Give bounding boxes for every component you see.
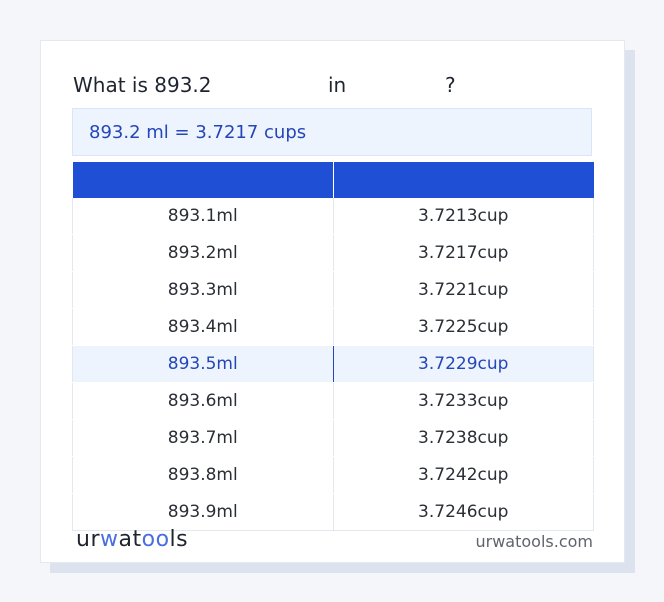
cup-cell: 3.7246cup xyxy=(332,493,594,531)
ml-cell: 893.6ml xyxy=(72,382,334,420)
table-header xyxy=(72,162,594,198)
site-url[interactable]: urwatools.com xyxy=(475,532,594,551)
cup-cell: 3.7221cup xyxy=(332,271,594,309)
ml-cell: 893.3ml xyxy=(72,271,334,309)
page-title: What is 893.2 in ? xyxy=(73,73,456,193)
title-in: in xyxy=(328,73,347,97)
table-row: 893.9ml 3.7246cup xyxy=(72,493,594,531)
urwatools-logo[interactable]: urwatools xyxy=(76,527,189,552)
header-ml xyxy=(72,162,334,198)
ml-cell: 893.1ml xyxy=(72,198,334,235)
table-row: 893.5ml 3.7229cup xyxy=(72,345,594,383)
ml-cell: 893.4ml xyxy=(72,308,334,346)
cup-cell: 3.7217cup xyxy=(332,234,594,272)
ml-cell: 893.7ml xyxy=(72,419,334,457)
table-row: 893.8ml 3.7242cup xyxy=(72,456,594,494)
table-row: 893.6ml 3.7233cup xyxy=(72,382,594,420)
cup-cell: 3.7225cup xyxy=(332,308,594,346)
conversion-card: What is 893.2 in ? 893.2 ml = 3.7217 cup… xyxy=(40,40,625,563)
ml-cell: 893.9ml xyxy=(72,493,334,531)
ml-cell: 893.5ml xyxy=(72,345,334,383)
cup-cell: 3.7229cup xyxy=(332,345,594,383)
ml-cell: 893.8ml xyxy=(72,456,334,494)
table-row: 893.3ml 3.7221cup xyxy=(72,271,594,309)
title-question: ? xyxy=(445,73,456,97)
cup-cell: 3.7233cup xyxy=(332,382,594,420)
table-row: 893.7ml 3.7238cup xyxy=(72,419,594,457)
table-row: 893.4ml 3.7225cup xyxy=(72,308,594,346)
ml-cell: 893.2ml xyxy=(72,234,334,272)
cup-cell: 3.7213cup xyxy=(332,198,594,235)
table-row: 893.1ml 3.7213cup xyxy=(72,198,594,235)
cup-cell: 3.7242cup xyxy=(332,456,594,494)
conversion-table: 893.1ml 3.7213cup 893.2ml 3.7217cup 893.3ml 3… xyxy=(72,162,594,531)
table-row: 893.2ml 3.7217cup xyxy=(72,234,594,272)
title-prefix: What is 893.2 xyxy=(73,73,212,97)
header-cup xyxy=(333,162,594,198)
result-box: 893.2 ml = 3.7217 cups xyxy=(72,108,592,156)
cup-cell: 3.7238cup xyxy=(332,419,594,457)
